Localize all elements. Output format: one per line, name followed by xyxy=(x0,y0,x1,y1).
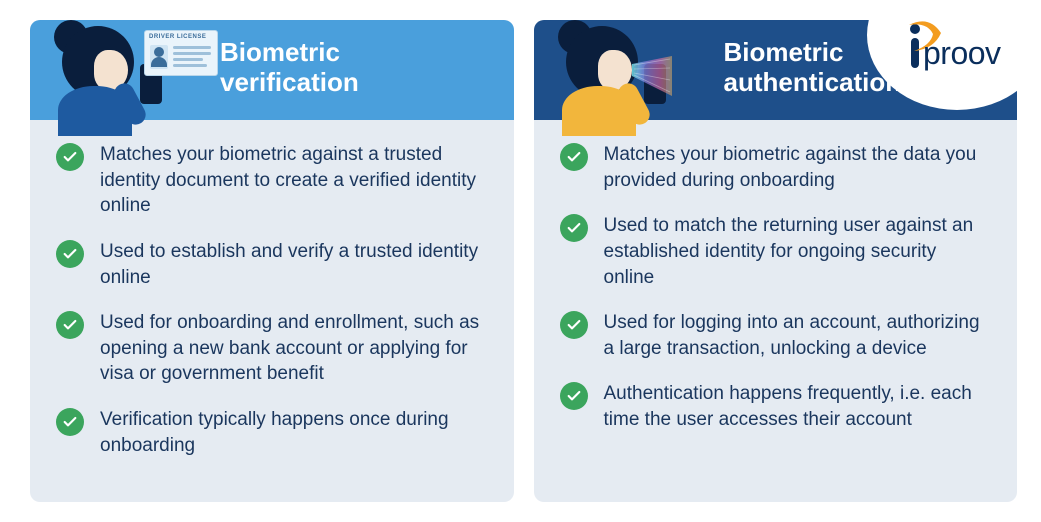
card-verification-title: Biometricverification xyxy=(214,38,359,102)
list-item: Matches your biometric against the data … xyxy=(560,142,992,193)
authentication-illustration xyxy=(548,20,718,120)
check-icon xyxy=(56,311,84,339)
item-text: Used to match the returning user against… xyxy=(604,213,992,290)
list-item: Verification typically happens once duri… xyxy=(56,407,488,458)
check-icon xyxy=(560,382,588,410)
list-item: Used for logging into an account, author… xyxy=(560,310,992,361)
item-text: Matches your biometric against the data … xyxy=(604,142,992,193)
cards-container: DRIVER LICENSE Biometricverification Mat… xyxy=(30,20,1017,502)
list-item: Used to establish and verify a trusted i… xyxy=(56,239,488,290)
item-text: Used for logging into an account, author… xyxy=(604,310,992,361)
item-text: Used to establish and verify a trusted i… xyxy=(100,239,488,290)
check-icon xyxy=(56,240,84,268)
item-text: Matches your biometric against a trusted… xyxy=(100,142,488,219)
card-verification: DRIVER LICENSE Biometricverification Mat… xyxy=(30,20,514,502)
list-item: Used to match the returning user against… xyxy=(560,213,992,290)
check-icon xyxy=(560,214,588,242)
item-text: Verification typically happens once duri… xyxy=(100,407,488,458)
check-icon xyxy=(560,143,588,171)
item-text: Used for onboarding and enrollment, such… xyxy=(100,310,488,387)
item-text: Authentication happens frequently, i.e. … xyxy=(604,381,992,432)
check-icon xyxy=(56,143,84,171)
check-icon xyxy=(56,408,84,436)
check-icon xyxy=(560,311,588,339)
list-item: Matches your biometric against a trusted… xyxy=(56,142,488,219)
card-verification-body: Matches your biometric against a trusted… xyxy=(30,120,514,502)
iproov-logo: proov xyxy=(901,19,1021,79)
card-authentication-body: Matches your biometric against the data … xyxy=(534,120,1018,502)
list-item: Authentication happens frequently, i.e. … xyxy=(560,381,992,432)
driver-license-icon: DRIVER LICENSE xyxy=(144,30,218,76)
verification-illustration: DRIVER LICENSE xyxy=(44,20,214,120)
list-item: Used for onboarding and enrollment, such… xyxy=(56,310,488,387)
logo-text: proov xyxy=(923,35,1001,72)
card-verification-header: DRIVER LICENSE Biometricverification xyxy=(30,20,514,120)
